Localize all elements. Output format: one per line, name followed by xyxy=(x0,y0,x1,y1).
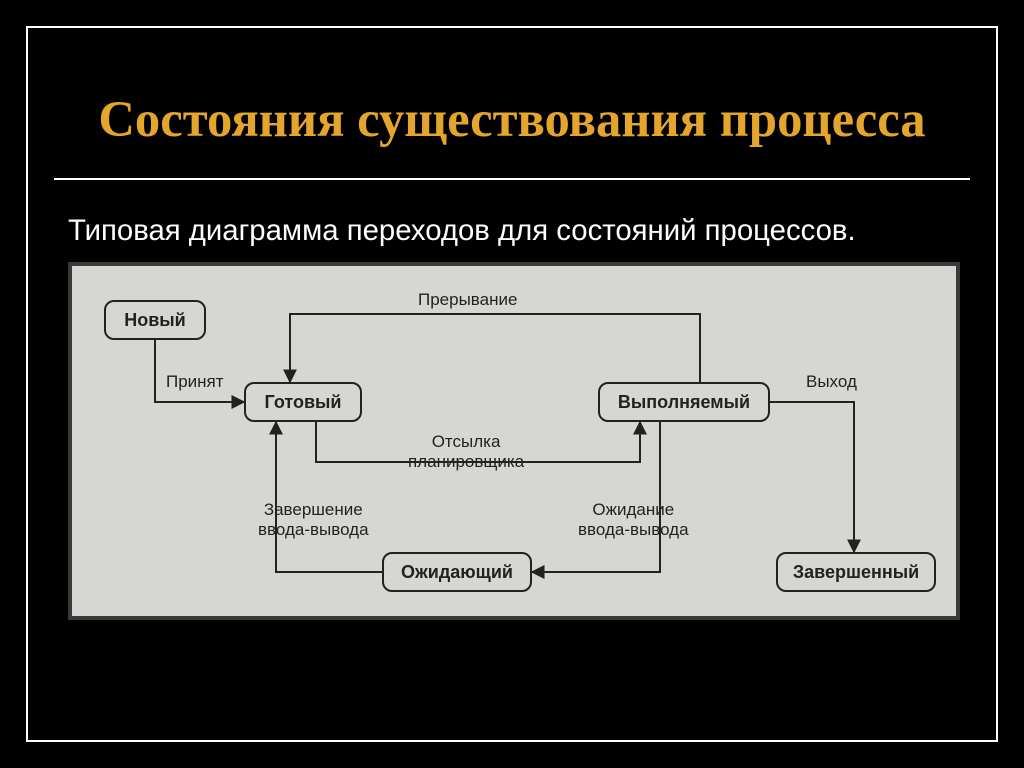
slide-subtitle: Типовая диаграмма переходов для состояни… xyxy=(68,214,856,248)
node-waiting: Ожидающий xyxy=(382,552,532,592)
title-underline xyxy=(54,178,970,180)
node-ready: Готовый xyxy=(244,382,362,422)
edge-label-running-to-waiting: Ожиданиеввода-вывода xyxy=(578,500,689,540)
edge-label-running-to-terminated: Выход xyxy=(806,372,857,392)
node-new: Новый xyxy=(104,300,206,340)
edge-waiting-to-ready xyxy=(276,422,382,572)
edge-label-running-to-ready: Прерывание xyxy=(418,290,517,310)
node-terminated: Завершенный xyxy=(776,552,936,592)
edge-label-new-to-ready: Принят xyxy=(166,372,224,392)
edge-label-ready-to-running: Отсылкапланировщика xyxy=(408,432,524,472)
node-running: Выполняемый xyxy=(598,382,770,422)
edge-running-to-terminated xyxy=(770,402,854,552)
edge-new-to-ready xyxy=(155,340,244,402)
slide-title: Состояния существования процесса xyxy=(28,90,996,148)
diagram-frame: Новый Готовый Выполняемый Ожидающий Завершен… xyxy=(68,262,960,620)
edge-label-waiting-to-ready: Завершениеввода-вывода xyxy=(258,500,369,540)
edge-running-to-ready xyxy=(290,314,700,382)
slide-frame: Состояния существования процесса Типовая… xyxy=(26,26,998,742)
diagram-canvas: Новый Готовый Выполняемый Ожидающий Завершен… xyxy=(80,274,948,608)
